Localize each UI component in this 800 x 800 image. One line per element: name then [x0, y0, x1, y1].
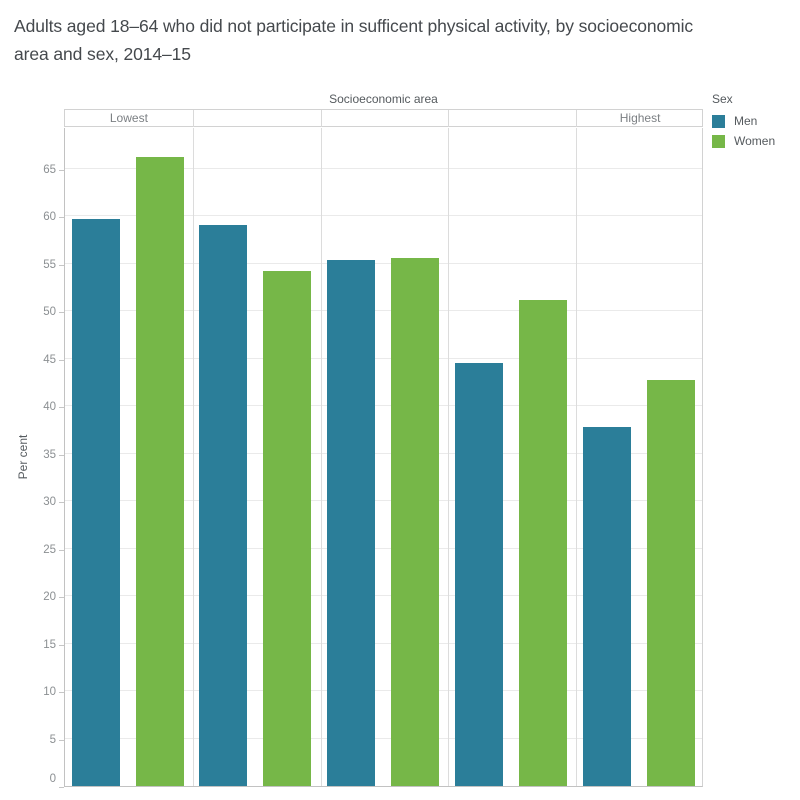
gridline-50: [65, 310, 702, 311]
column-divider: [320, 128, 322, 786]
y-tick-label-0: 0: [49, 773, 56, 785]
band-divider: [192, 110, 194, 127]
legend-label: Women: [734, 134, 776, 148]
legend-item-men[interactable]: Men: [712, 111, 796, 131]
y-tick-mark-25: [59, 549, 64, 551]
y-tick-mark-65: [59, 169, 64, 171]
y-tick-mark-40: [59, 407, 64, 408]
column-label-Highest: Highest: [619, 111, 661, 125]
bar-men-col3[interactable]: [327, 260, 376, 786]
bar-men-col2[interactable]: [199, 225, 248, 786]
y-tick-label-15: 15: [43, 638, 56, 651]
gridline-30: [65, 500, 702, 501]
gridline-65: [65, 167, 702, 169]
bar-women-col3[interactable]: [391, 258, 440, 786]
column-divider: [448, 128, 450, 786]
gridline-5: [65, 737, 702, 739]
y-tick-label-25: 25: [43, 543, 56, 556]
y-tick-label-10: 10: [43, 686, 56, 698]
bar-men-col5[interactable]: [582, 427, 631, 786]
y-tick-mark-5: [59, 739, 64, 741]
y-tick-label-60: 60: [43, 211, 56, 223]
y-tick-label-40: 40: [43, 401, 56, 413]
column-divider: [576, 128, 578, 786]
gridline-60: [65, 215, 702, 216]
y-tick-label-5: 5: [49, 733, 56, 746]
y-tick-mark-60: [59, 217, 64, 218]
y-tick-mark-30: [59, 502, 64, 503]
column-label-col3: [321, 110, 449, 127]
gridline-15: [65, 642, 702, 644]
bar-women-col2[interactable]: [263, 271, 312, 786]
bar-men-col4[interactable]: [454, 363, 503, 786]
bar-women-col5[interactable]: [646, 380, 695, 786]
y-tick-mark-55: [59, 264, 64, 266]
chart-title: Adults aged 18–64 who did not participat…: [14, 16, 694, 64]
gridline-10: [65, 690, 702, 691]
legend-title: Sex: [712, 92, 733, 106]
column-label-col4: [448, 110, 576, 127]
gridline-45: [65, 357, 702, 359]
bar-women-col4[interactable]: [518, 300, 567, 786]
gridline-25: [65, 547, 702, 549]
band-divider: [320, 110, 322, 127]
legend-items: Men Women: [712, 111, 796, 151]
y-tick-mark-45: [59, 359, 64, 361]
column-label-col2: [193, 110, 321, 127]
gridline-35: [65, 452, 702, 454]
y-tick-mark-20: [59, 597, 64, 598]
y-tick-mark-50: [59, 312, 64, 313]
y-tick-mark-10: [59, 692, 64, 693]
y-tick-label-35: 35: [43, 448, 56, 461]
column-header-band: Lowest Highest: [64, 109, 703, 127]
legend-label: Men: [734, 114, 758, 128]
column-divider: [192, 128, 194, 786]
y-tick-mark-0: [59, 787, 64, 788]
bar-men-col1[interactable]: [71, 219, 120, 786]
bar-women-col1[interactable]: [135, 157, 184, 786]
gridline-20: [65, 595, 702, 596]
gridline-55: [65, 262, 702, 264]
y-tick-label-50: 50: [43, 306, 56, 318]
y-tick-label-65: 65: [43, 163, 56, 176]
column-label-Lowest: Lowest: [109, 111, 148, 125]
band-divider: [448, 110, 450, 127]
y-tick-label-45: 45: [43, 353, 56, 366]
y-tick-label-30: 30: [43, 496, 56, 508]
legend-item-women[interactable]: Women: [712, 131, 796, 151]
legend-swatch-men: [712, 114, 725, 128]
y-tick-label-20: 20: [43, 591, 56, 603]
column-header-title: Socioeconomic area: [329, 92, 438, 106]
gridline-40: [65, 405, 702, 406]
legend: Sex Men Women: [712, 92, 796, 151]
plot-area: [64, 128, 703, 787]
y-tick-label-55: 55: [43, 258, 56, 271]
band-divider: [576, 110, 578, 127]
y-tick-mark-15: [59, 644, 64, 646]
legend-swatch-women: [712, 134, 725, 148]
y-tick-mark-35: [59, 454, 64, 456]
